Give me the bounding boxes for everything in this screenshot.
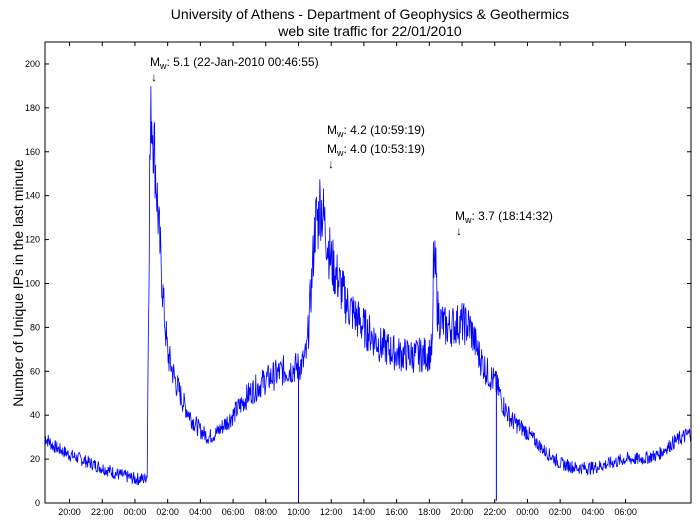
magnitude-annotation: Mw: 5.1 (22-Jan-2010 00:46:55): [150, 55, 319, 71]
annotation-arrow: ↓: [328, 157, 334, 171]
x-tick-label: 02:00: [156, 507, 179, 517]
y-tick-label: 80: [30, 322, 40, 332]
chart-title: University of Athens - Department of Geo…: [170, 6, 570, 22]
x-tick-label: 18:00: [418, 507, 441, 517]
x-tick-label: 22:00: [483, 507, 506, 517]
x-tick-label: 08:00: [255, 507, 278, 517]
x-tick-label: 12:00: [320, 507, 343, 517]
x-tick-label: 00:00: [124, 507, 147, 517]
x-tick-label: 16:00: [385, 507, 408, 517]
x-tick-label: 20:00: [451, 507, 474, 517]
y-tick-label: 200: [25, 59, 40, 69]
annotation-arrow: ↓: [151, 70, 157, 84]
x-tick-label: 06:00: [614, 507, 637, 517]
plot-area-frame: [44, 41, 692, 504]
magnitude-annotation: Mw: 4.2 (10:59:19): [327, 123, 425, 139]
y-tick-label: 60: [30, 366, 40, 376]
x-tick-label: 22:00: [91, 507, 114, 517]
magnitude-annotation: Mw: 3.7 (18:14:32): [455, 209, 553, 225]
y-tick-label: 100: [25, 278, 40, 288]
magnitude-annotation: Mw: 4.0 (10:53:19): [327, 142, 425, 158]
x-tick-label: 02:00: [549, 507, 572, 517]
x-tick-label: 10:00: [287, 507, 310, 517]
annotation-arrow: ↓: [456, 224, 462, 238]
x-tick-label: 06:00: [222, 507, 245, 517]
x-tick-label: 20:00: [58, 507, 81, 517]
y-tick-label: 140: [25, 191, 40, 201]
y-tick-label: 0: [35, 498, 40, 508]
x-tick-label: 04:00: [189, 507, 212, 517]
series-layer: [44, 86, 692, 501]
y-tick-label: 20: [30, 454, 40, 464]
x-tick-label: 00:00: [516, 507, 539, 517]
chart-titles: University of Athens - Department of Geo…: [0, 6, 700, 40]
ticks-layer: 0 20 40 60 80 100 120 140 160 180 200 20:00 22:00 00:…: [25, 42, 691, 517]
y-tick-label: 40: [30, 410, 40, 420]
chart-subtitle: web site traffic for 22/01/2010: [278, 23, 462, 39]
annotation-layer: Mw: 5.1 (22-Jan-2010 00:46:55)↓Mw: 4.2 (…: [150, 55, 553, 238]
x-tick-label: 14:00: [353, 507, 376, 517]
traffic-series-line: [44, 86, 692, 486]
y-tick-label: 160: [25, 147, 40, 157]
x-tick-label: 04:00: [582, 507, 605, 517]
y-tick-label: 120: [25, 235, 40, 245]
y-tick-label: 180: [25, 103, 40, 113]
